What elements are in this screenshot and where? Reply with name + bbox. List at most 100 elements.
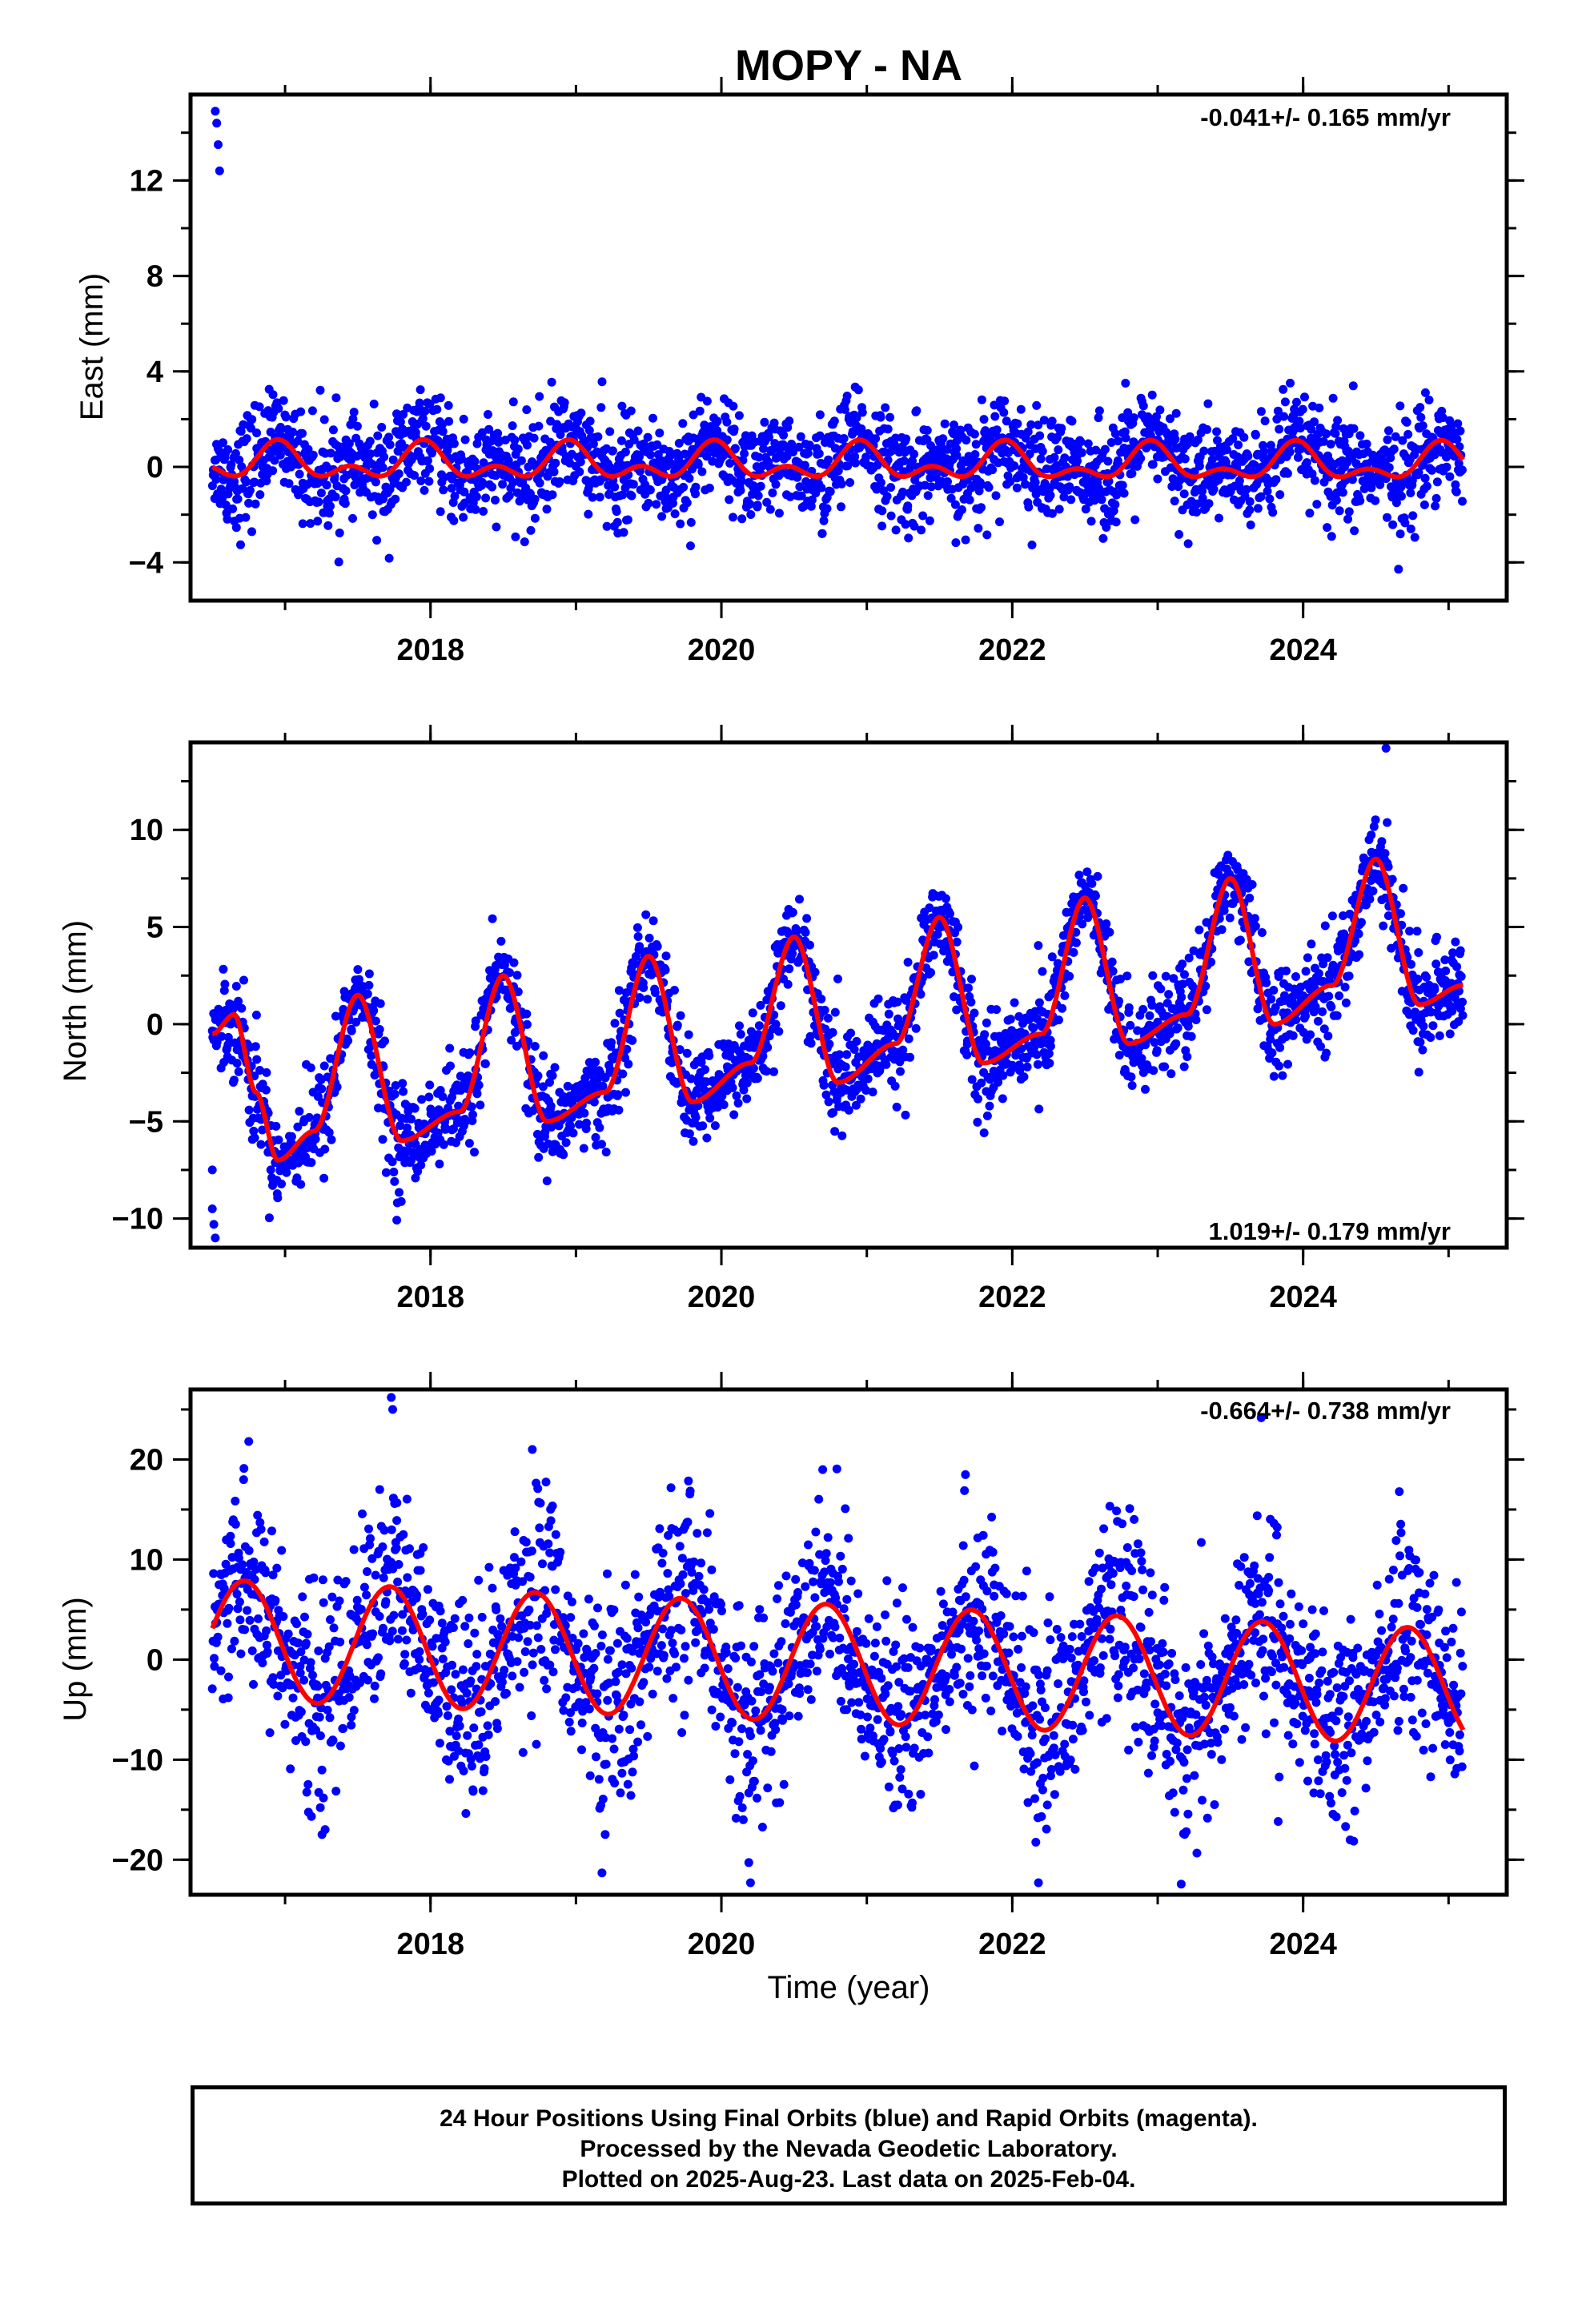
east-data-point [626, 406, 636, 416]
east-data-point [1458, 497, 1467, 506]
east-data-point [796, 432, 805, 441]
east-data-point [1279, 412, 1289, 421]
north-data-point [966, 997, 976, 1007]
east-data-point [702, 396, 712, 406]
east-data-point [1260, 416, 1270, 426]
east-data-point [522, 405, 532, 415]
north-data-point [1093, 871, 1102, 881]
north-data-point [946, 909, 954, 919]
east-data-point [477, 428, 487, 437]
north-data-point [607, 1038, 616, 1047]
north-data-point [652, 942, 662, 951]
north-data-point [873, 994, 883, 1003]
up-data-point [277, 1546, 287, 1555]
east-data-point [207, 481, 217, 491]
east-data-point [379, 452, 389, 462]
east-data-point [1333, 416, 1343, 425]
east-data-point [1094, 406, 1104, 416]
north-data-point [1408, 1026, 1418, 1035]
north-y-tick-label: 5 [147, 911, 163, 945]
east-data-point [508, 397, 518, 407]
north-data-point [1306, 1030, 1315, 1039]
east-data-point [556, 430, 565, 440]
north-data-point [1191, 1015, 1201, 1024]
north-data-point [533, 1071, 543, 1080]
up-data-point [210, 1654, 219, 1663]
east-data-point [588, 439, 598, 448]
east-data-point [459, 414, 468, 424]
east-data-point [1338, 488, 1347, 497]
north-data-point [1428, 1021, 1438, 1031]
east-data-point [1355, 431, 1365, 440]
north-data-point [262, 1068, 271, 1077]
east-data-point [618, 490, 628, 500]
up-data-point [235, 1615, 245, 1625]
east-data-point [348, 414, 358, 424]
east-data-point [274, 404, 283, 413]
north-data-point [353, 965, 363, 975]
north-data-point [624, 1059, 633, 1069]
north-data-point [364, 980, 374, 990]
up-data-point [301, 1638, 311, 1648]
north-data-point [618, 1069, 628, 1079]
north-data-point [1380, 849, 1390, 858]
east-data-point [597, 377, 607, 387]
east-data-point [877, 521, 887, 531]
north-data-point [1301, 1011, 1310, 1021]
north-data-point [881, 1059, 891, 1069]
north-data-point [1186, 1031, 1196, 1041]
north-data-point [1044, 1049, 1054, 1059]
east-data-point [1280, 397, 1290, 407]
north-data-point [670, 986, 679, 995]
north-data-point [795, 895, 804, 904]
up-data-point [318, 1575, 327, 1585]
north-data-point [1178, 959, 1187, 969]
east-data-point [377, 423, 387, 432]
east-data-point [438, 427, 448, 436]
east-data-point [1275, 490, 1285, 500]
north-data-point [1245, 893, 1255, 903]
up-data-point [262, 1626, 271, 1635]
east-data-point [444, 416, 454, 426]
north-data-point [1006, 1015, 1015, 1024]
east-data-point [593, 432, 603, 441]
east-data-point [1179, 489, 1189, 499]
up-data-point [313, 1682, 323, 1691]
north-data-point [1422, 972, 1431, 982]
north-data-point [307, 1158, 316, 1168]
east-data-point [685, 473, 694, 483]
east-data-point [1054, 445, 1063, 455]
east-data-point [424, 476, 434, 486]
north-data-point [219, 964, 228, 974]
east-data-point [1098, 533, 1108, 543]
east-data-point [1259, 447, 1269, 456]
north-data-point [1288, 1031, 1298, 1040]
east-data-point [1024, 502, 1034, 512]
north-data-point [306, 1063, 315, 1072]
up-data-point [300, 1612, 309, 1622]
east-data-point [1114, 436, 1122, 446]
north-data-point [550, 1063, 560, 1072]
east-data-point [1350, 526, 1359, 536]
east-data-point [1195, 461, 1204, 471]
north-data-point [1307, 939, 1316, 949]
up-data-point [308, 1671, 317, 1680]
east-data-point [388, 455, 398, 464]
east-data-point [1395, 529, 1405, 539]
north-data-point [748, 1008, 757, 1018]
north-data-point [896, 1067, 905, 1076]
east-data-point [1010, 461, 1019, 471]
up-data-point [335, 1637, 345, 1647]
east-data-point [845, 478, 855, 487]
east-data-point [449, 516, 459, 525]
east-data-point [1415, 403, 1425, 412]
east-data-point [886, 483, 896, 493]
east-data-point [270, 456, 279, 465]
east-data-point [247, 527, 256, 537]
east-data-point [479, 507, 488, 516]
east-data-point [722, 417, 732, 427]
east-data-point [837, 479, 846, 489]
east-data-point [1432, 477, 1442, 487]
up-data-point [335, 1596, 344, 1606]
north-data-point [819, 1080, 829, 1090]
